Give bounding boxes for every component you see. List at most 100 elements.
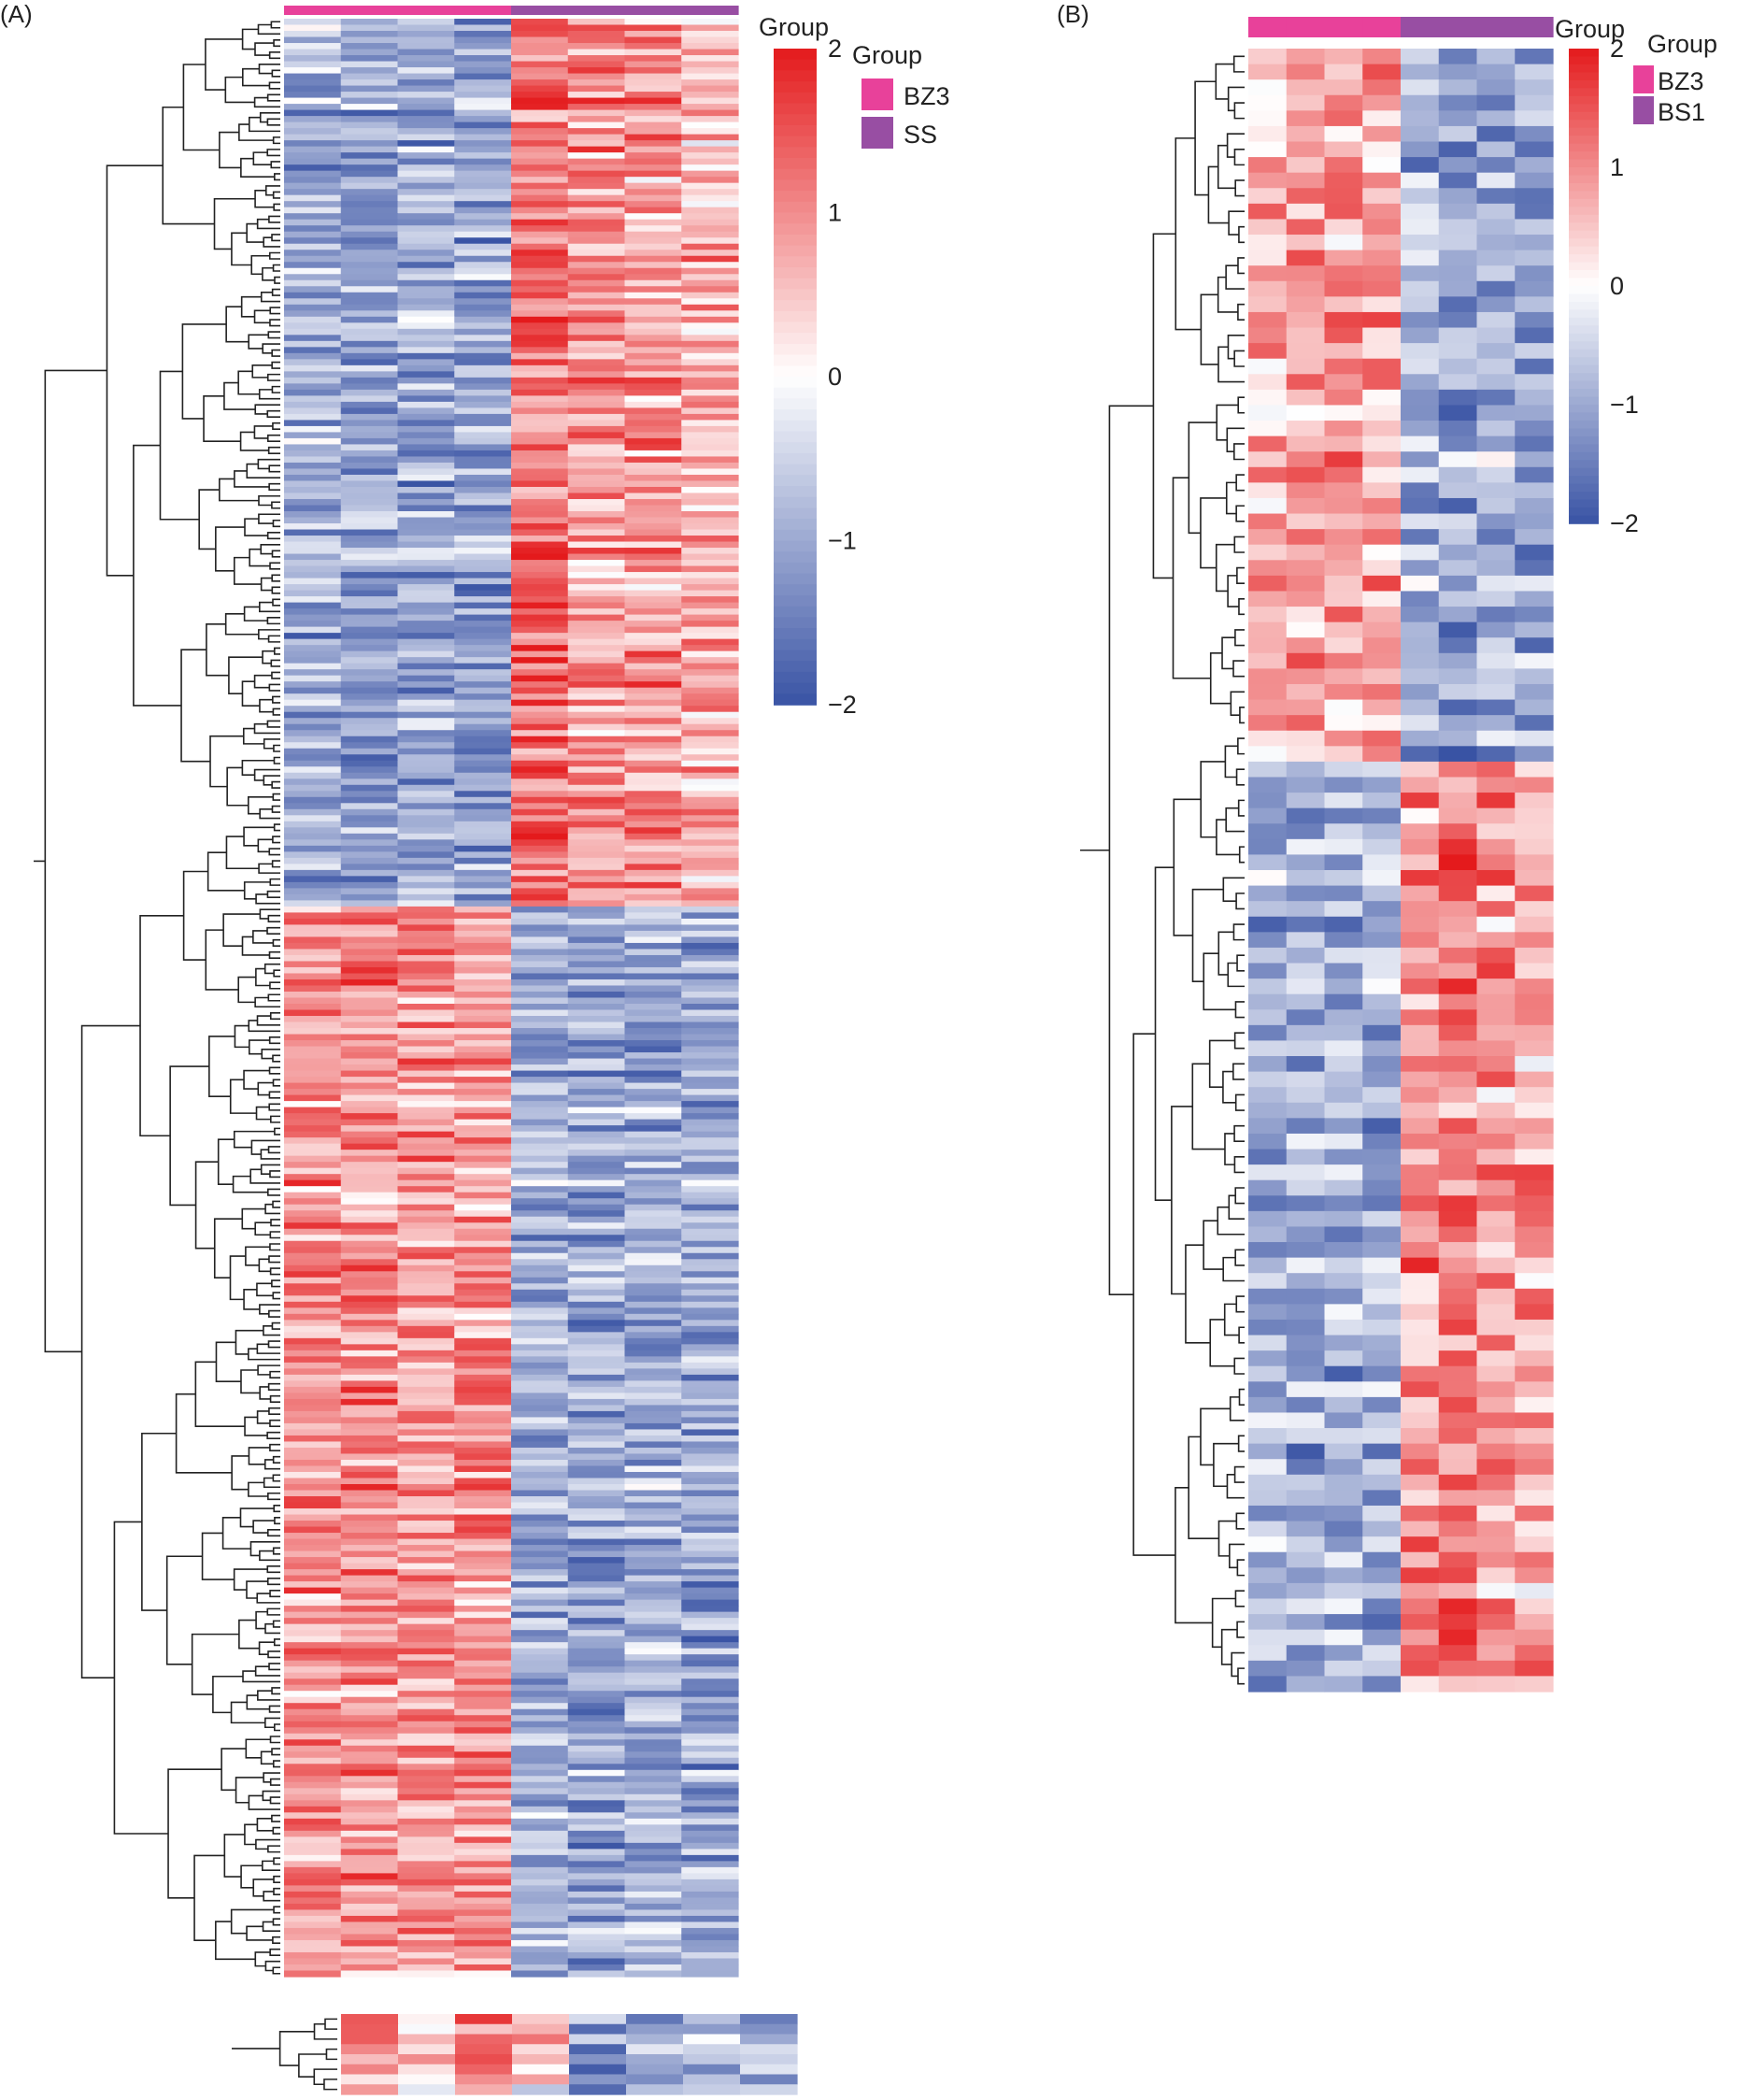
panel-a-cell [454,1806,512,1813]
panel-a-cell [454,1745,512,1752]
panel-a-dendrogram-link [205,929,239,991]
panel-b-cell [1362,793,1402,809]
panel-a-cell [340,1070,399,1078]
panel-b-cell [1401,1118,1440,1135]
panel-a-cell [397,827,455,835]
panel-b-cell [1438,1288,1478,1305]
panel-b-cell [1401,916,1440,933]
panel-a-cell [454,699,512,707]
panel-a-dendrogram-link [272,695,280,704]
panel-a-cell [511,383,569,391]
panel-b-cell [1438,374,1478,391]
panel-a-cell [454,505,512,512]
panel-a-cell [340,1009,399,1017]
panel-b-colorbar-step [1569,492,1599,501]
panel-b-colorbar-step [1569,301,1599,311]
panel-a-cell [567,1879,626,1887]
panel-a-cell [681,1526,739,1534]
panel-a-cell [284,1915,342,1923]
panel-b-cell [1286,1350,1326,1367]
panel-a-cell [340,237,399,245]
panel-a-dendrogram-link [271,550,280,558]
panel-a-cell [284,1636,342,1643]
panel-b-dendrogram-link [1215,543,1235,593]
panel-b-cell [1324,777,1363,793]
panel-a-cell [397,1107,455,1114]
panel-a-cell [340,1113,399,1121]
panel-a-strip-cell [626,2023,684,2036]
panel-a-cell [567,1016,626,1023]
panel-a-strip-cell [341,2044,399,2055]
panel-a-cell [454,954,512,963]
panel-a-cell [567,1873,626,1880]
panel-a-cell [567,1259,626,1266]
panel-a-cell [624,116,682,123]
panel-a-cell [681,395,739,403]
panel-b-cell [1362,1412,1402,1429]
panel-a-cell [454,906,512,914]
panel-a-dendrogram-link [269,307,280,315]
panel-a-cell [340,1350,399,1357]
panel-a-cell [567,1368,626,1376]
panel-a-cell [397,1502,455,1509]
panel-a-cell [567,881,626,889]
panel-a-cell [681,1934,739,1941]
panel-b-cell [1438,529,1478,546]
panel-a-cell [340,1478,399,1485]
panel-b-cell [1362,1273,1402,1290]
panel-b-cell [1362,482,1402,499]
panel-a-cell [340,474,399,482]
panel-b-cell [1438,979,1478,995]
panel-a-strip-dendrogram-link [298,2053,327,2078]
panel-a-cell [397,322,455,330]
panel-a-cell [284,505,342,512]
panel-a-cell [681,425,739,434]
panel-b-cell [1401,466,1440,483]
panel-a-cell [624,808,682,816]
panel-b-cell [1248,932,1288,949]
panel-b-cell [1362,1350,1402,1367]
panel-b-cell [1324,1365,1363,1382]
panel-a-cell [511,1569,569,1577]
panel-a-strip-cell [341,2054,399,2065]
panel-a-cell [340,493,399,500]
panel-a-cell [567,1301,626,1308]
panel-a-cell [567,1691,626,1698]
panel-a-cell [397,1192,455,1199]
panel-b-cell [1286,885,1326,902]
panel-a-cell [340,1295,399,1303]
panel-a-cell [567,1295,626,1303]
panel-a-cell [397,1903,455,1911]
panel-a-cell [511,881,569,889]
panel-a-cell [681,152,739,160]
panel-a-cell [454,359,512,366]
panel-a-cell [340,1575,399,1582]
panel-a-cell [567,486,626,494]
panel-a-cell [340,602,399,609]
panel-a-cell [397,1398,455,1407]
panel-a-cell [681,748,739,755]
panel-a-colorbar-step [774,409,817,421]
panel-a-cell [454,364,512,372]
panel-b-cell [1324,1087,1363,1104]
panel-a-cell [511,1320,569,1327]
panel-a-cell [454,1034,512,1041]
panel-a-cell [511,511,569,519]
panel-a-cell [397,456,455,464]
panel-a-cell [681,146,739,153]
panel-a-cell [340,1441,399,1449]
panel-a-cell [397,1453,455,1461]
panel-a-colorbar-step [774,562,817,575]
panel-a-cell [567,1393,626,1400]
panel-a-cell [511,36,569,44]
panel-a-cell [681,1830,739,1837]
panel-a-cell [284,536,342,543]
panel-a-cell [681,335,739,342]
panel-a-cell [284,633,342,640]
panel-a-cell [511,833,569,840]
panel-b-legend-label-bs1: BS1 [1658,98,1705,126]
panel-a-cell [511,505,569,512]
panel-a-cell [681,401,739,408]
panel-a-cell [340,1715,399,1722]
panel-a-cell [340,1934,399,1941]
